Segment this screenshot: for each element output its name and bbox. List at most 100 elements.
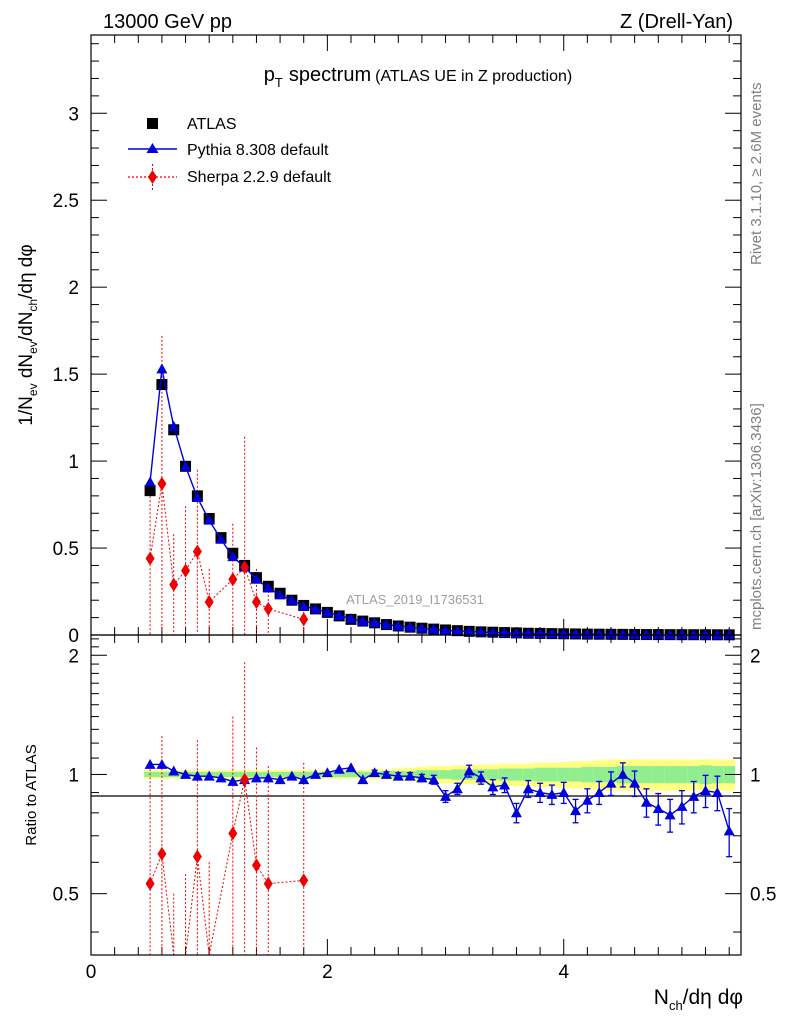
pythia-point	[345, 613, 357, 624]
ratio-pythia-point	[475, 772, 487, 783]
ratio-pythia-point	[617, 768, 629, 779]
pythia-point	[629, 629, 641, 639]
y-tick-label: 2	[68, 278, 79, 299]
pythia-point	[310, 603, 322, 614]
pythia-point	[640, 629, 652, 640]
band-inner	[546, 767, 558, 782]
y-tick-label: 1.5	[53, 365, 79, 386]
ratio-data	[144, 662, 735, 956]
pythia-point	[723, 629, 735, 640]
mcplots-label: mcplots.cern.ch [arXiv:1306.3436]	[748, 403, 765, 630]
band-inner	[498, 768, 511, 781]
pythia-point	[700, 629, 712, 640]
pythia-point	[688, 629, 700, 640]
pythia-point	[274, 589, 286, 600]
band-inner	[345, 771, 357, 778]
ratio-pythia-point	[640, 796, 652, 807]
ratio-pythia-point	[416, 772, 428, 783]
sherpa-point	[204, 594, 214, 609]
y-tick-label: 3	[68, 104, 79, 125]
ratio-sherpa-point	[240, 772, 250, 787]
ratio-y-tick-label-right: 1	[750, 765, 761, 786]
sherpa-point	[181, 563, 191, 578]
sherpa-point	[145, 551, 155, 566]
sherpa-point	[299, 612, 309, 627]
ratio-ticks	[90, 635, 741, 955]
y-tick-label: 0.5	[53, 539, 79, 560]
band-inner	[711, 766, 724, 784]
pythia-point	[570, 628, 582, 639]
ratio-pythia-point	[652, 803, 664, 813]
band-inner	[522, 768, 535, 781]
main-y-tick-labels: 0 0.5 1 1.5 2 2.5 3	[53, 104, 79, 647]
ratio-sherpa-point	[145, 876, 155, 891]
pythia-point	[558, 628, 570, 639]
pythia-point	[605, 628, 617, 639]
band-inner	[534, 767, 546, 782]
band-inner	[664, 766, 676, 784]
ratio-pythia-point	[274, 774, 286, 785]
ratio-pythia-point	[380, 768, 392, 779]
ratio-pythia-point	[570, 805, 582, 816]
band-inner	[593, 766, 606, 783]
atlas-point	[144, 485, 156, 497]
legend-pythia-marker	[146, 143, 159, 153]
ratio-pythia-point	[711, 787, 723, 797]
ratio-sherpa-point	[228, 826, 238, 841]
sherpa-point	[157, 476, 167, 491]
process-label: Z (Drell-Yan)	[620, 11, 733, 33]
band-inner	[687, 766, 700, 784]
ratio-pythia-point	[298, 774, 310, 785]
band-inner	[156, 771, 168, 778]
pythia-point	[392, 620, 404, 631]
pythia-point	[357, 615, 369, 626]
ratio-pythia-point	[558, 787, 570, 797]
pythia-point	[404, 621, 416, 632]
ratio-pythia-point	[357, 774, 369, 785]
title-sub: T	[275, 75, 283, 90]
main-panel: 0 0.5 1 1.5 2 2.5 3 pT spectrum (ATLAS UE in Z p…	[16, 34, 742, 647]
ratio-y-tick-label: 0.5	[53, 885, 79, 906]
sherpa-point	[240, 560, 250, 575]
ratio-y-tick-label-right: 0.5	[750, 885, 776, 906]
ratio-pythia-point	[593, 787, 605, 797]
x-axis-label: Nch/dη dφ	[654, 986, 743, 1013]
main-title: pT spectrum (ATLAS UE in Z production)	[264, 64, 572, 90]
pythia-point	[581, 628, 593, 639]
sherpa-point	[192, 544, 202, 559]
sherpa-point	[263, 601, 273, 616]
ratio-pythia-point	[440, 790, 452, 801]
band-inner	[333, 771, 346, 778]
legend-sherpa-label: Sherpa 2.2.9 default	[187, 169, 332, 186]
ratio-pythia-point	[605, 777, 617, 788]
ratio-pythia-point	[522, 783, 534, 794]
band-inner	[581, 766, 594, 783]
pythia-point	[144, 476, 156, 487]
title-word: spectrum	[289, 64, 371, 86]
ratio-pythia-point	[463, 765, 475, 776]
legend-atlas-label: ATLAS	[187, 116, 237, 133]
ylabel-part1: 1/N	[16, 396, 37, 426]
ratio-pythia-point	[286, 770, 298, 781]
ratio-pythia-point	[404, 770, 416, 781]
ratio-pythia-point	[262, 772, 274, 783]
ratio-pythia-point	[392, 770, 404, 781]
ratio-sherpa-point	[192, 849, 202, 864]
ratio-y-tick-labels: 0.5 0.5 1 1 2 2	[53, 646, 777, 905]
ratio-y-axis-label: Ratio to ATLAS	[23, 744, 40, 845]
rivet-label: Rivet 3.1.10, ≥ 2.6M events	[748, 83, 765, 266]
y-tick-label: 1	[68, 452, 79, 473]
legend-pythia-label: Pythia 8.308 default	[187, 142, 329, 159]
sherpa-point	[251, 594, 261, 609]
title-p: p	[264, 64, 275, 86]
title-subtitle: (ATLAS UE in Z production)	[375, 68, 572, 85]
pythia-point	[676, 629, 688, 640]
band-inner	[652, 766, 665, 784]
analysis-watermark: ATLAS_2019_I1736531	[346, 592, 484, 607]
y-tick-label: 0	[68, 626, 79, 647]
ratio-pythia-point	[156, 758, 168, 769]
ratio-pythia-point	[723, 825, 735, 836]
pythia-point	[546, 628, 558, 639]
ratio-sherpa-line	[149, 779, 304, 956]
ratio-sherpa-point	[157, 846, 167, 861]
